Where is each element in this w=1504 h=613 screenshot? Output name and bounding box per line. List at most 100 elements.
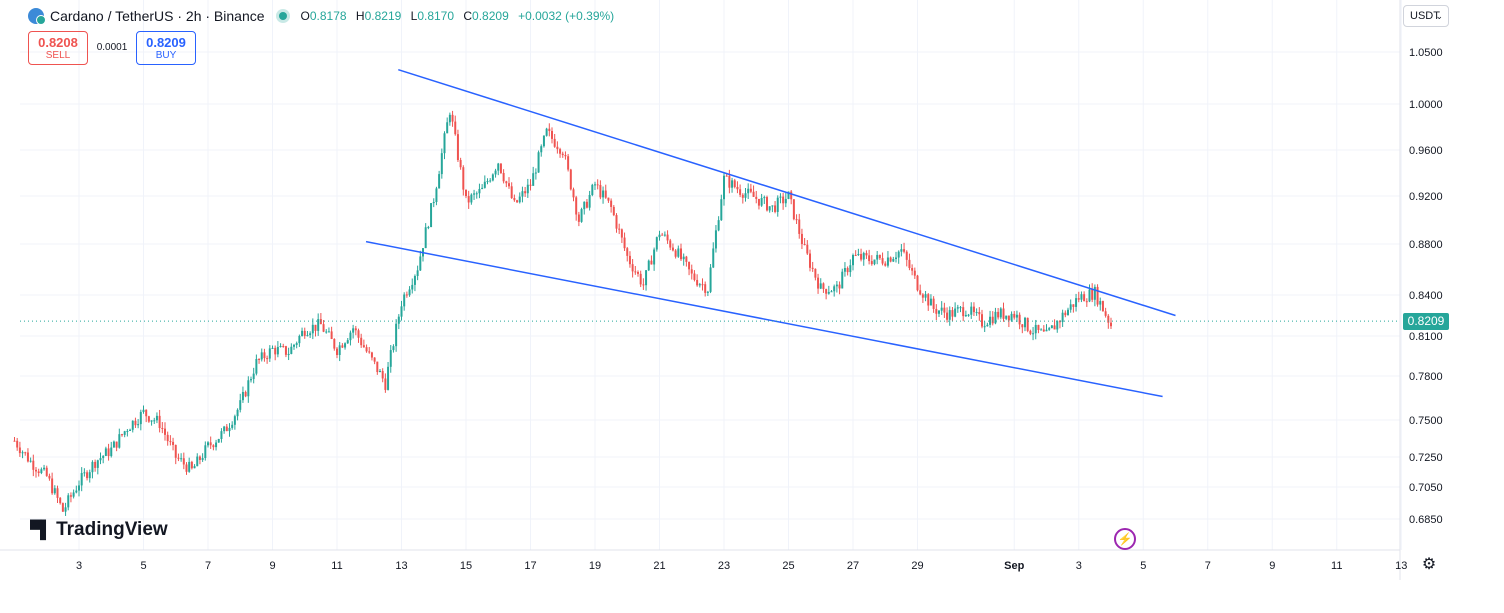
tradingview-logo[interactable]: ▀▌ TradingView <box>30 519 168 541</box>
candle-body <box>432 202 435 204</box>
candle-body <box>771 205 774 207</box>
candle-body <box>344 343 347 348</box>
candle-body <box>787 191 790 199</box>
candle-body <box>873 259 876 265</box>
candle-body <box>1064 312 1067 316</box>
currency-select[interactable]: USDT ⌄ <box>1403 5 1449 27</box>
candle-body <box>830 291 833 293</box>
tradingview-logo-icon: ▀▌ <box>30 520 52 539</box>
ohlc-high-key: H <box>355 9 365 23</box>
candle-body <box>475 193 478 195</box>
candle-body <box>706 291 709 293</box>
sell-button[interactable]: 0.8208 SELL <box>28 31 88 65</box>
candle-body <box>768 206 771 211</box>
candle-body <box>776 197 779 212</box>
candle-body <box>279 346 282 348</box>
candle-body <box>1072 304 1075 307</box>
candle-body <box>169 441 172 443</box>
time-tick-label: 21 <box>653 560 665 572</box>
candle-body <box>779 196 782 198</box>
candle-body <box>1045 329 1048 332</box>
candle-body <box>577 214 580 222</box>
chart-header: Cardano / TetherUS · 2h · Binance O0.817… <box>28 6 620 26</box>
candle-body <box>282 346 285 348</box>
candle-body <box>1048 328 1051 330</box>
candle-body <box>908 259 911 269</box>
candle-body <box>865 253 868 256</box>
candle-body <box>513 197 516 201</box>
candle-body <box>427 227 430 229</box>
candle-body <box>868 255 871 262</box>
logo-text: TradingView <box>56 519 168 540</box>
price-axis[interactable]: 1.0500 1.0000 0.9600 0.9200 0.8800 0.8400 0.81… <box>1409 47 1443 526</box>
candle-body <box>572 189 575 198</box>
buy-button[interactable]: 0.8209 BUY <box>136 31 196 65</box>
candle-body <box>731 180 734 188</box>
candle-body <box>1024 317 1026 328</box>
candle-body <box>438 174 441 189</box>
candle-body <box>607 197 610 201</box>
candle-body <box>959 307 962 309</box>
candle-body <box>792 199 795 220</box>
time-tick-label: Sep <box>1004 560 1024 572</box>
candle-body <box>368 351 371 353</box>
time-tick-label: 15 <box>460 560 472 572</box>
candle-body <box>196 456 199 467</box>
symbol-title[interactable]: Cardano / TetherUS · 2h · Binance <box>50 8 265 24</box>
candle-body <box>661 234 664 236</box>
lightning-icon[interactable]: ⚡ <box>1114 528 1136 550</box>
candle-body <box>938 310 940 314</box>
trendlines[interactable] <box>365 68 1176 398</box>
candle-body <box>1037 324 1040 330</box>
candle-body <box>967 314 970 316</box>
candle-body <box>717 220 720 231</box>
candle-body <box>709 267 712 292</box>
candle-body <box>900 249 903 252</box>
current-price-tag: 0.8209 <box>1403 313 1449 330</box>
candle-body <box>784 198 787 204</box>
price-tick-label: 0.9600 <box>1409 145 1443 157</box>
candle-body <box>379 370 381 373</box>
time-tick-label: 13 <box>395 560 407 572</box>
candle-body <box>690 269 693 274</box>
candle-body <box>838 284 841 289</box>
candle-body <box>319 319 322 325</box>
candle-body <box>561 153 564 156</box>
candle-body <box>357 330 360 338</box>
candle-body <box>274 347 277 355</box>
candle-body <box>556 146 559 150</box>
candle-body <box>886 257 889 266</box>
candle-body <box>701 284 704 286</box>
candle-body <box>1058 321 1061 323</box>
candle-body <box>212 445 215 448</box>
candle-body <box>260 352 263 360</box>
candle-body <box>239 400 242 410</box>
settings-gear-icon[interactable]: ⚙ <box>1421 556 1437 573</box>
price-tick-label: 0.8100 <box>1409 331 1443 343</box>
candle-body <box>921 294 924 298</box>
candle-body <box>29 460 32 462</box>
candle-body <box>559 149 562 154</box>
candle-body <box>430 203 433 228</box>
candle-body <box>895 257 897 259</box>
time-axis[interactable]: 3 5 7 9 11 13 15 17 19 21 23 25 27 29 Sep 3 5 7 9 11 13 <box>76 560 1407 572</box>
candle-body <box>757 198 760 206</box>
candle-body <box>631 264 634 272</box>
candle-body <box>478 188 481 194</box>
candle-body <box>825 289 828 294</box>
candle-body <box>1002 308 1005 319</box>
candle-body <box>59 497 62 504</box>
candle-body <box>389 350 392 367</box>
candle-body <box>118 434 121 448</box>
candle-body <box>155 415 158 421</box>
candle-body <box>723 175 725 200</box>
candle-body <box>940 307 943 311</box>
candle-body <box>499 163 502 173</box>
candle-body <box>13 440 16 442</box>
candle-body <box>932 298 935 309</box>
candle-body <box>104 448 107 456</box>
time-tick-label: 5 <box>1140 560 1146 572</box>
candle-body <box>75 490 78 493</box>
candle-body <box>1075 298 1078 307</box>
